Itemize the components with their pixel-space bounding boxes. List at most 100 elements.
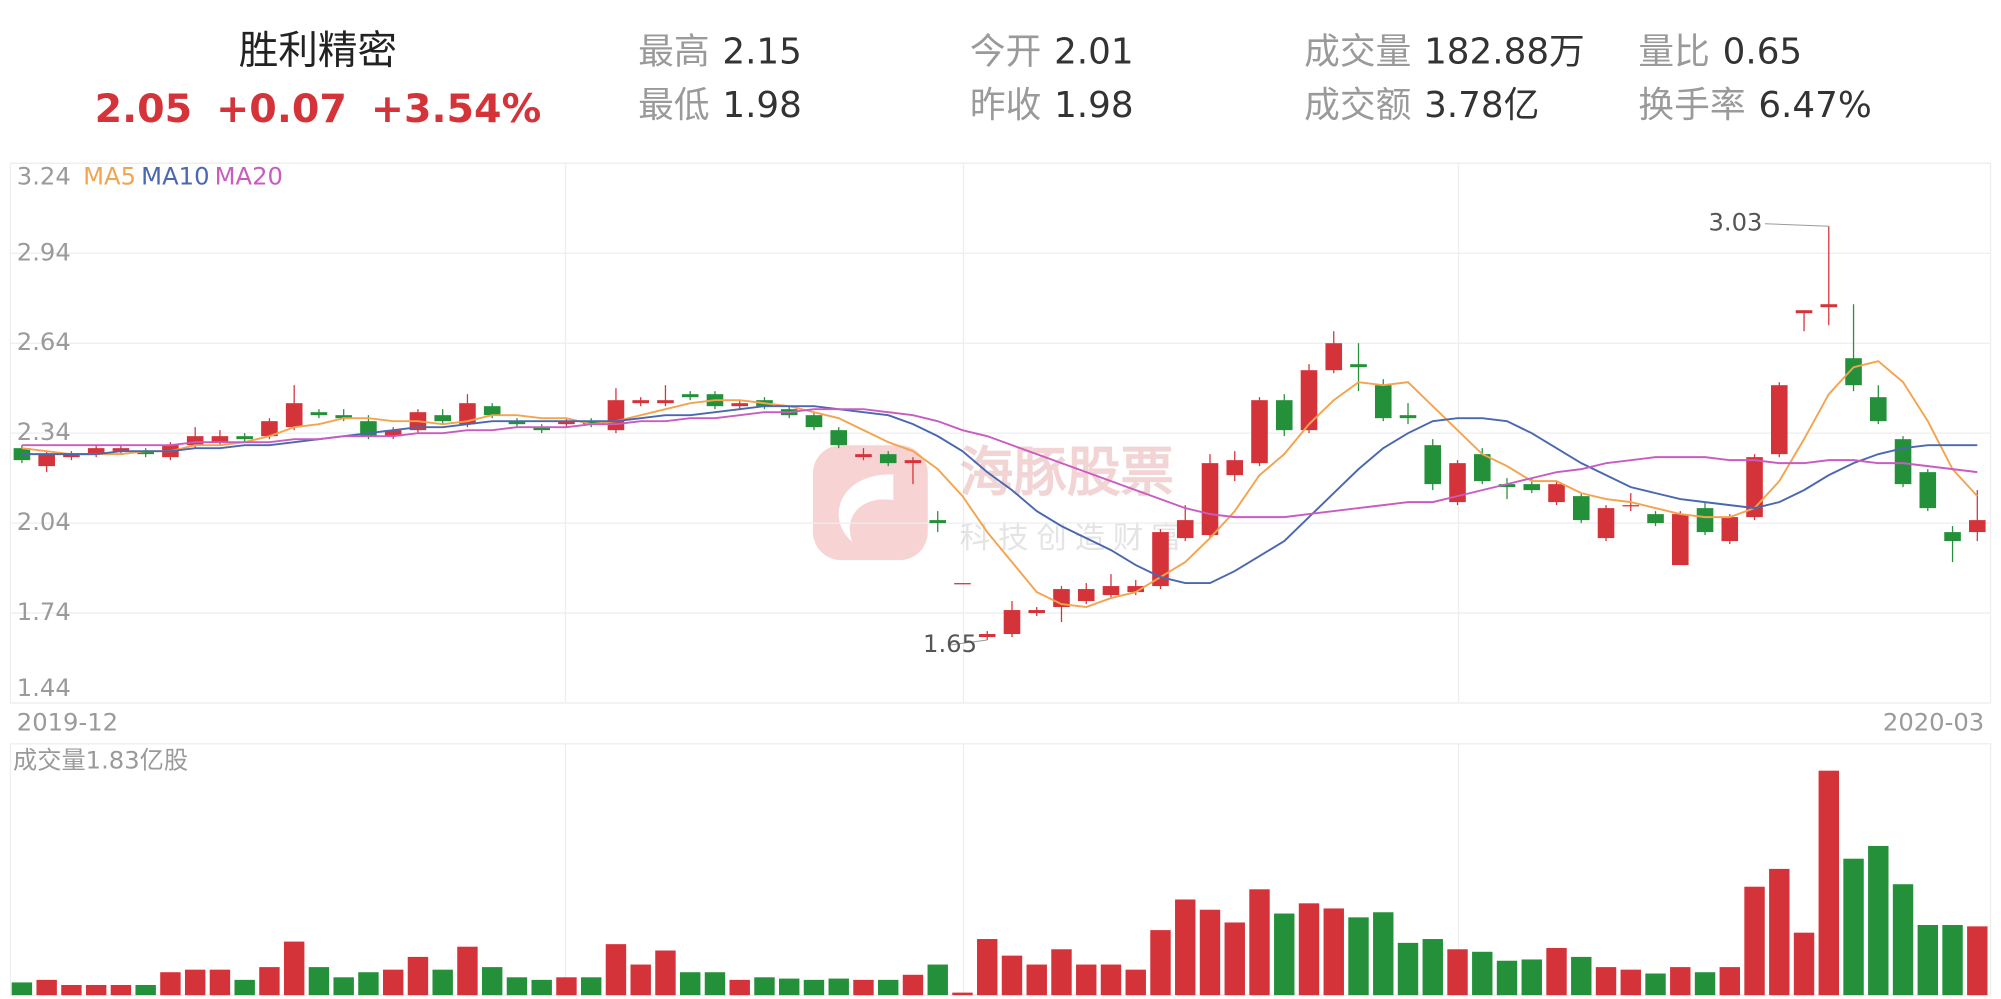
volume-bar: [1496, 960, 1518, 996]
candle-body: [459, 403, 476, 425]
volume-bar: [902, 974, 924, 996]
watermark-slogan: 科技创造财富: [960, 521, 1190, 556]
volume-bar: [1769, 868, 1790, 996]
price-line: 2.05 +0.07 +3.54%: [95, 86, 542, 132]
candle-body: [1127, 586, 1145, 593]
volume-bar: [803, 979, 825, 996]
candle-body: [1449, 463, 1466, 503]
candle-body: [1894, 439, 1912, 485]
volume-bar: [1076, 964, 1097, 996]
candle-body: [1498, 484, 1516, 488]
volume-bar: [1026, 964, 1047, 996]
candle-body: [1746, 457, 1763, 518]
volume-bar: [184, 969, 206, 996]
x-tick-label: 2020-03: [1883, 707, 1984, 736]
volume-bar: [1917, 924, 1939, 996]
volume-bar: [1942, 924, 1963, 996]
volume-bar: [1868, 845, 1889, 996]
volume-bar: [1670, 967, 1691, 996]
min-label: 1.65: [923, 629, 977, 658]
volume-bar: [382, 969, 404, 996]
candle-body: [1176, 520, 1194, 539]
volume-bar: [1892, 884, 1914, 996]
candle-body: [1275, 400, 1293, 431]
change: +0.07: [216, 86, 347, 132]
candle-body: [1300, 370, 1318, 431]
volume-bar: [1397, 942, 1419, 996]
volume-bar: [952, 992, 973, 996]
stat-value: 2.15: [722, 32, 802, 73]
candle-body: [1795, 310, 1813, 314]
candle-body: [508, 421, 526, 425]
volume-bar: [259, 967, 280, 996]
volume-bar: [308, 967, 330, 996]
volume-bar: [432, 969, 453, 996]
candle-body: [731, 403, 749, 407]
candle-body: [1696, 508, 1714, 533]
volume-bar: [580, 977, 602, 996]
volume-bar: [209, 969, 231, 996]
volume-bar: [605, 944, 627, 996]
volume-title: 成交量1.83亿股: [13, 746, 188, 775]
volume-bar: [556, 977, 577, 996]
candle-body: [1152, 532, 1169, 587]
volume-bar: [1595, 967, 1617, 996]
candle-body: [1201, 463, 1219, 536]
volume-bar: [1719, 967, 1740, 996]
candle-body: [1870, 397, 1887, 422]
candle-body: [1325, 343, 1343, 371]
candle-body: [112, 448, 130, 452]
annotation-leader: [948, 639, 988, 646]
stat: 换手率 6.47%: [1638, 85, 1871, 126]
volume-bar: [1323, 908, 1344, 996]
volume-bar: [1571, 956, 1592, 996]
candle-body: [681, 394, 699, 398]
volume-bar: [655, 950, 676, 996]
candle-body: [855, 454, 872, 458]
volume-bar: [1249, 889, 1270, 996]
y-tick-label: 2.94: [17, 237, 71, 266]
volume-bar: [1620, 969, 1641, 996]
y-tick-label: 3.24: [17, 161, 71, 190]
volume-bar: [1051, 949, 1072, 996]
ma-line: [21, 360, 1979, 609]
volume-bar: [704, 972, 726, 996]
y-tick-label: 1.74: [17, 597, 71, 626]
volume-bar: [1645, 973, 1666, 996]
candle-body: [1671, 514, 1689, 566]
volume-bar: [630, 964, 651, 996]
watermark: 海豚股票 科技创造财富: [812, 441, 1190, 561]
candle-body: [137, 451, 154, 455]
candle-body: [1523, 484, 1541, 491]
stat: 今开 2.01: [970, 32, 1134, 73]
stat-label: 今开: [970, 32, 1041, 73]
candle-body: [1944, 532, 1961, 542]
candle-body: [1077, 589, 1095, 602]
stat-value: 182.88万: [1424, 32, 1585, 73]
stat-label: 换手率: [1638, 85, 1745, 126]
volume-bar: [1199, 909, 1221, 996]
volume-bar: [481, 967, 503, 996]
volume-bar: [407, 956, 429, 996]
candle-body: [929, 520, 947, 524]
candle-body: [1424, 445, 1442, 485]
candle-body: [335, 415, 352, 419]
volume-bar: [333, 977, 354, 996]
volume-bar: [61, 984, 82, 996]
legend-entry: MA20: [215, 161, 283, 190]
stat-value: 1.98: [722, 85, 802, 126]
volume-bar: [1125, 969, 1146, 996]
change-pct: +3.54%: [371, 86, 541, 132]
volume-bar: [754, 977, 775, 996]
stat-label: 成交额: [1304, 85, 1411, 126]
candle-body: [38, 454, 55, 467]
volume-bar: [1793, 932, 1815, 996]
volume-bar: [1967, 926, 1988, 996]
volume-bar: [828, 978, 849, 996]
volume-bar: [11, 982, 33, 996]
volume-bar: [1373, 912, 1394, 996]
candle-body: [1647, 514, 1664, 524]
volume-bar: [1521, 959, 1542, 996]
volume-panel: [9, 743, 1992, 996]
